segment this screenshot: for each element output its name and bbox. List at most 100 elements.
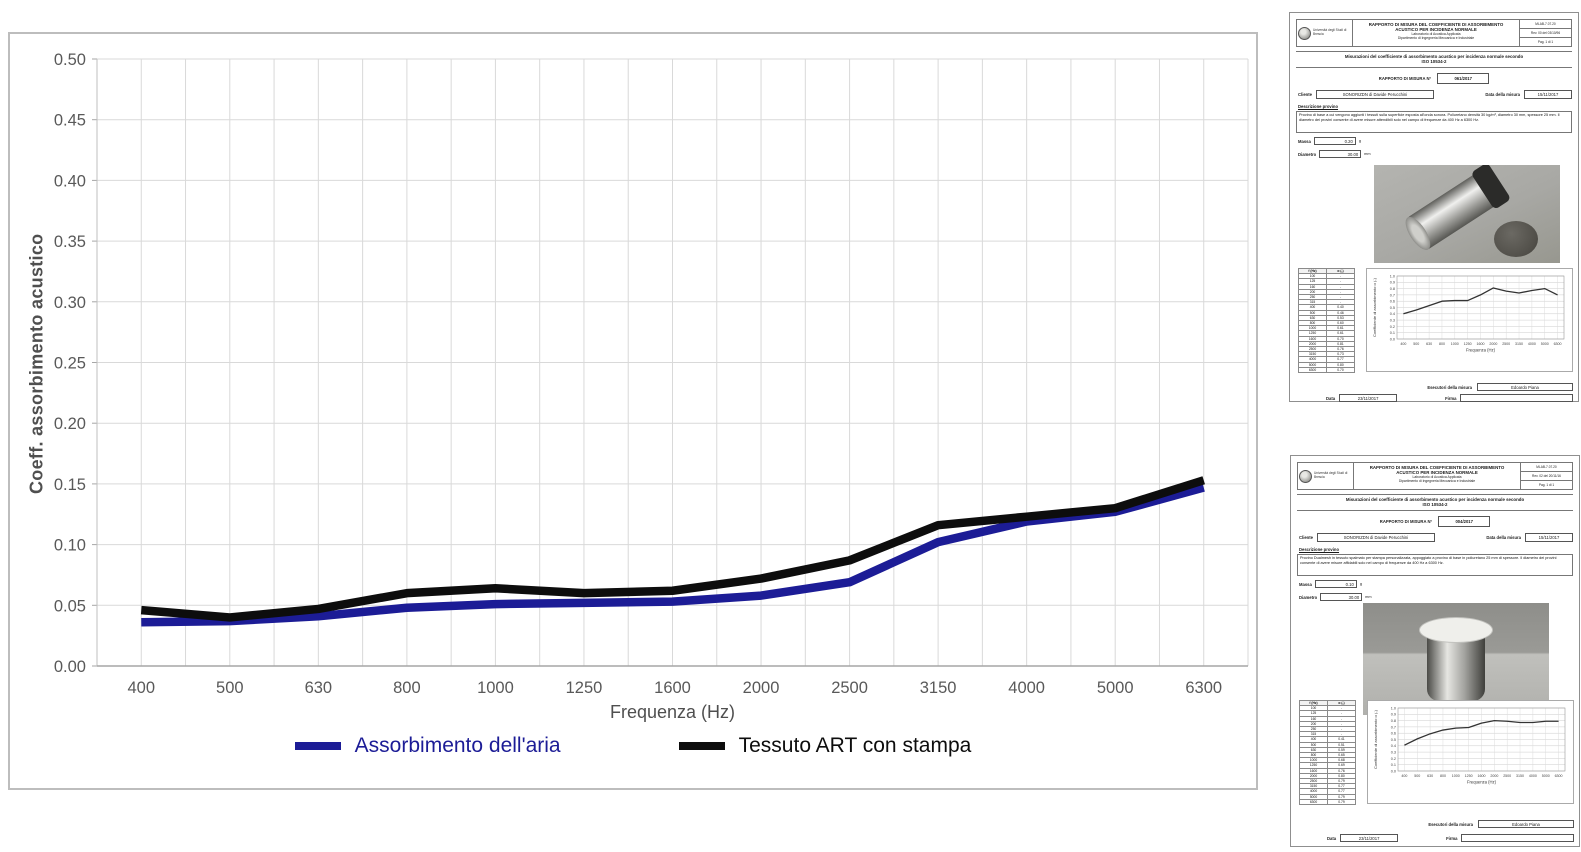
executors-label: Esecutori della misura [1427,384,1472,390]
absorption-chart-panel: 0.00 0.05 0.10 0.15 0.20 0.25 0.30 0.35 0.40 0.45… [8,32,1258,790]
svg-text:0.5: 0.5 [1391,738,1396,742]
diameter-row: Diametro 30.00 mm [1299,593,1371,601]
table-cell: 0.76 [1327,767,1356,774]
executor-name: Edoardo Piana [1477,383,1573,391]
svg-text:Frequenza (Hz): Frequenza (Hz) [1466,348,1496,353]
mini-chart-canvas: 0.0 0.1 0.2 0.3 0.4 0.5 0.6 0.7 0.8 0.9 1.0 400 500 6… [1373,706,1566,785]
table-cell: - [1327,720,1356,728]
doc-revision: Rev. 02 del 20/11/16 [1521,472,1572,481]
svg-text:0.5: 0.5 [1390,306,1395,310]
table-row: 630 0.53 [1298,314,1355,322]
svg-text:0.20: 0.20 [54,415,86,433]
executors-row: Esecutori della misura Edoardo Piana [1427,383,1573,391]
foam-sample-disc [1494,221,1538,257]
table-cell: 0.77 [1326,356,1355,363]
svg-text:630: 630 [1426,342,1432,346]
mass-label: Massa [1299,581,1312,587]
svg-text:0.1: 0.1 [1390,331,1395,335]
diameter-label: Diametro [1298,151,1317,157]
lab-name: Laboratorio di Acustica Applicata [1412,475,1462,479]
chart-legend: Assorbimento dell'aria Tessuto ART con s… [10,730,1256,762]
description-text: Provino Dualmesh in tessuto spalmato per… [1297,554,1573,576]
university-name: Università degli Studi di Brescia [1314,471,1348,479]
table-cell: 0.80 [1326,361,1355,368]
table-cell: 0.79 [1327,778,1356,785]
signature-box [1460,394,1573,402]
doc-page: Pag. 1 di 1 [1538,483,1555,487]
table-row: 630 0.59 [1299,746,1356,754]
svg-text:1000: 1000 [477,679,514,697]
svg-text:6300: 6300 [1555,774,1563,778]
table-cell: 0.41 [1327,736,1356,743]
university-logo-icon [1299,469,1312,483]
report-title: RAPPORTO DI MISURA DEL COEFFICIENTE DI A… [1368,22,1504,27]
table-row: 1250 0.69 [1299,762,1356,769]
table-cell: - [1326,293,1355,301]
report-number-value: 004/2017 [1438,516,1491,527]
mass-unit: g [1358,139,1361,143]
svg-text:500: 500 [216,679,244,697]
legend-swatch-blue [294,742,341,750]
svg-text:0.4: 0.4 [1391,744,1396,748]
table-row: 4000 0.77 [1298,356,1355,363]
sample-photo [1363,603,1549,715]
report-title-block: RAPPORTO DI MISURA DEL COEFFICIENTE DI A… [1353,20,1519,46]
table-row: 200- [1299,720,1356,728]
table-row: 800 0.60 [1298,320,1355,327]
table-row: 3150 0.73 [1298,351,1355,358]
svg-text:0.0: 0.0 [1390,337,1395,341]
table-row: 250- [1298,293,1355,301]
date-value: 23/11/2017 [1340,834,1399,842]
table-row: 3150 0.77 [1299,783,1356,790]
measure-date-value: 15/11/2017 [1525,533,1573,542]
report-title: RAPPORTO DI MISURA DEL COEFFICIENTE DI A… [1369,465,1505,470]
table-row: 800 0.65 [1299,752,1356,759]
table-row: 2500 0.76 [1298,346,1355,353]
main-chart-canvas: 0.00 0.05 0.10 0.15 0.20 0.25 0.30 0.35 0.40 0.45… [54,51,1249,697]
department-name: Dipartimento di Ingegneria Meccanica e I… [1397,36,1475,40]
client-value: SONORIZDN di Davide Perucchini [1315,90,1434,99]
table-cell: 0.73 [1326,351,1355,358]
footer-row: Data 23/11/2017 Firma [1326,394,1573,402]
mass-value: 0.10 [1314,580,1357,588]
table-row: 400 0.41 [1299,736,1356,743]
report-number-row: RAPPORTO DI MISURA N° 004/2017 [1291,516,1579,527]
svg-text:1600: 1600 [654,679,691,697]
report-number-label: RAPPORTO DI MISURA N° [1379,519,1433,524]
svg-text:4000: 4000 [1528,342,1536,346]
table-cell: 0.53 [1326,314,1355,322]
svg-text:0.45: 0.45 [54,112,86,130]
doc-reference-block: MLAB-7.07.20 Rev. 02 del 20/11/16 Pag. 1… [1520,463,1572,489]
table-cell: 0.77 [1327,788,1356,795]
table-row: 4000 0.77 [1299,788,1356,795]
report-document-2: Università degli Studi di Brescia RAPPOR… [1290,455,1580,847]
table-row: 1000 0.68 [1299,757,1356,764]
cylinder-cap [1470,165,1512,210]
svg-text:0.1: 0.1 [1391,763,1396,767]
table-row: 160- [1298,283,1355,290]
table-row: 160- [1299,715,1356,722]
svg-text:1250: 1250 [566,679,603,697]
table-row: 1000 0.61 [1298,325,1355,332]
table-row: 2500 0.79 [1299,778,1356,785]
measure-date-label: Data della misura [1485,92,1520,97]
diameter-label: Diametro [1299,594,1318,600]
table-cell: 0.40 [1326,304,1355,311]
mass-row: Massa 0.10 g [1299,580,1362,588]
table-cell: - [1327,710,1356,717]
table-cell: 0.69 [1327,762,1356,769]
report-title: ACUSTICO PER INCIDENZA NORMALE [1395,27,1477,32]
svg-text:0.7: 0.7 [1390,293,1395,297]
doc-reference-block: MLAB-7.07.20 Rev. 00 del 03/10/96 Pag. 1… [1519,20,1571,46]
absorption-table: f (Hz) α (-) 100-125-160-200-250-315-400… [1298,267,1355,374]
svg-text:2500: 2500 [1503,774,1511,778]
standard-statement: Misurazioni del coefficiente di assorbim… [1297,494,1573,511]
table-cell: 0.70 [1326,366,1355,374]
table-cell: - [1326,299,1355,306]
svg-text:5000: 5000 [1542,774,1550,778]
standard-statement: Misurazioni del coefficiente di assorbim… [1296,51,1572,68]
svg-text:6300: 6300 [1185,679,1222,697]
svg-text:6300: 6300 [1554,342,1562,346]
logo-cell: Università degli Studi di Brescia [1298,463,1354,489]
